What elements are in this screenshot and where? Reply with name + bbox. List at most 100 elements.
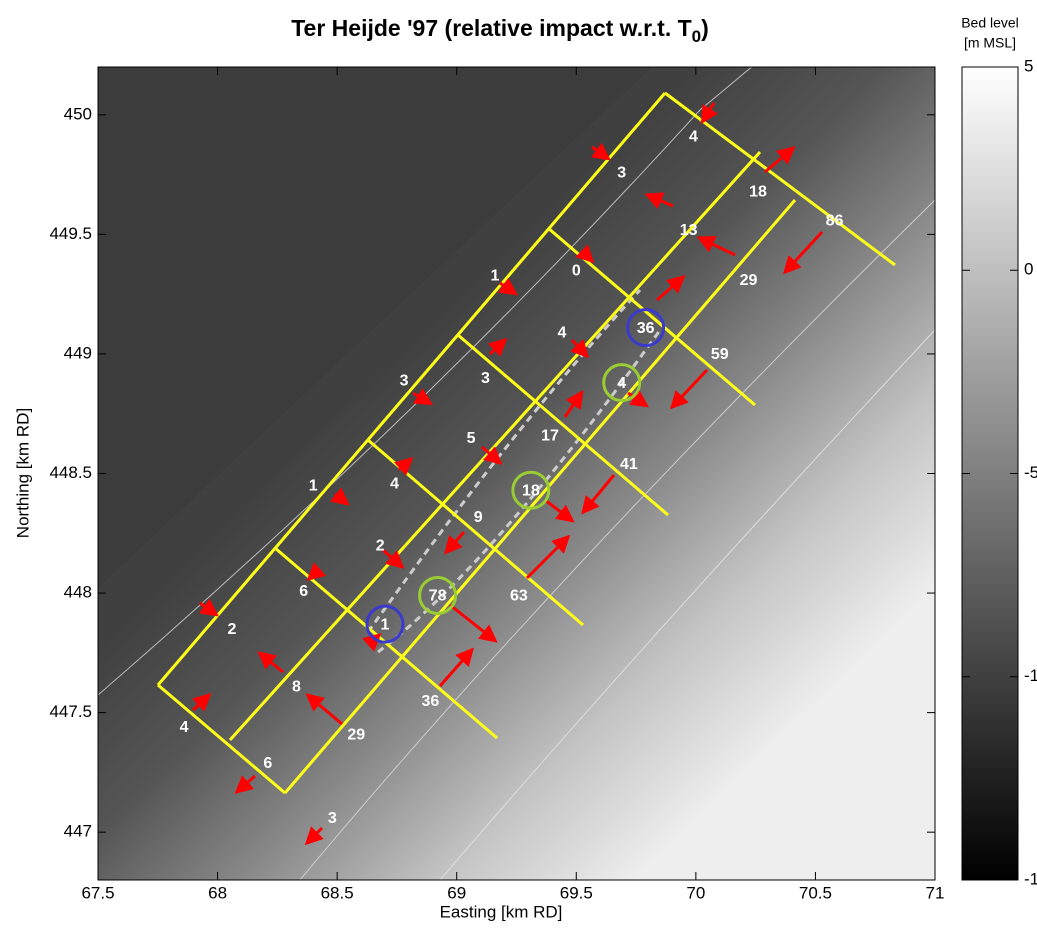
arrow bbox=[575, 244, 595, 264]
transport-arrows bbox=[191, 102, 824, 846]
arrow bbox=[591, 142, 611, 161]
arrow bbox=[581, 474, 616, 515]
impact-label: 3 bbox=[328, 810, 337, 827]
x-tick-label: 69.5 bbox=[560, 883, 593, 902]
colorbar-tick-label: 0 bbox=[1024, 260, 1033, 279]
arrow bbox=[412, 388, 434, 406]
bar-outline bbox=[366, 288, 642, 633]
arrow bbox=[563, 390, 584, 418]
contour bbox=[299, 199, 935, 880]
arrow bbox=[481, 445, 503, 465]
arrow bbox=[782, 230, 824, 275]
x-tick-label: 67.5 bbox=[81, 883, 114, 902]
impact-label: 36 bbox=[422, 693, 440, 710]
impact-label: 6 bbox=[263, 755, 272, 772]
impact-label: 4 bbox=[689, 129, 698, 146]
impact-label: 0 bbox=[572, 262, 581, 279]
colorbar-label: [m MSL] bbox=[964, 35, 1016, 51]
arrow bbox=[305, 693, 343, 726]
title-main: Ter Heijde '97 (relative impact w.r.t. T bbox=[291, 15, 691, 41]
impact-label: 9 bbox=[474, 509, 483, 526]
offshore-area bbox=[98, 67, 652, 588]
arrow bbox=[234, 774, 256, 794]
cell-line bbox=[156, 92, 667, 686]
arrow bbox=[700, 102, 718, 125]
arrow bbox=[199, 598, 219, 617]
arrow bbox=[525, 534, 571, 580]
x-tick-label: 69 bbox=[447, 883, 466, 902]
y-axis-label: Northing [km RD] bbox=[13, 408, 32, 538]
arrow bbox=[382, 548, 405, 569]
axes: 67.5 68 68.5 69 69.5 70 70.5 71447447.5448448.5… bbox=[49, 67, 944, 902]
colorbar-tick-label: -5 bbox=[1024, 463, 1037, 482]
highlight-circle bbox=[365, 604, 405, 644]
colorbar-ticks: -15 -10 -5 0 5 bbox=[962, 56, 1037, 888]
colorbar-tick-label: 5 bbox=[1024, 56, 1033, 75]
impact-label: 2 bbox=[227, 621, 236, 638]
arrow bbox=[257, 651, 284, 674]
impact-label: 4 bbox=[180, 719, 189, 736]
chart-title: Ter Heijde '97 (relative impact w.r.t. T… bbox=[291, 15, 709, 46]
impact-label: 13 bbox=[680, 222, 698, 239]
impact-label: 41 bbox=[620, 456, 638, 473]
impact-label: 3 bbox=[617, 164, 626, 181]
cell-line bbox=[228, 150, 762, 742]
highlight-circle bbox=[511, 470, 551, 510]
arrow bbox=[191, 692, 212, 712]
impact-label: 18 bbox=[522, 482, 540, 499]
highlight-circle bbox=[626, 308, 666, 348]
impact-label: 17 bbox=[541, 427, 559, 444]
y-tick-label: 448 bbox=[64, 583, 92, 602]
cell-line bbox=[157, 683, 286, 795]
impact-label: 2 bbox=[376, 537, 385, 554]
y-tick-label: 447 bbox=[64, 822, 92, 841]
arrow bbox=[394, 456, 414, 476]
cell-line bbox=[457, 333, 669, 517]
x-tick-label: 71 bbox=[926, 883, 945, 902]
arrow bbox=[627, 389, 649, 408]
impact-label: 59 bbox=[711, 346, 729, 363]
colorbar-tick-label: -10 bbox=[1024, 666, 1037, 685]
impact-label: 63 bbox=[510, 588, 528, 605]
cell-line bbox=[283, 199, 797, 794]
impact-label: 4 bbox=[557, 325, 566, 342]
impact-label: 5 bbox=[467, 430, 476, 447]
impact-label: 1 bbox=[309, 478, 318, 495]
impact-label: 3 bbox=[481, 370, 490, 387]
colorbar bbox=[961, 66, 1019, 881]
arrow bbox=[498, 277, 518, 296]
contour bbox=[98, 67, 753, 696]
highlight-circle bbox=[418, 575, 458, 615]
arrow bbox=[764, 146, 796, 174]
arrow bbox=[696, 236, 736, 257]
arrow bbox=[669, 368, 709, 410]
impact-label: 4 bbox=[390, 475, 399, 492]
x-tick-label: 70.5 bbox=[799, 883, 832, 902]
contour bbox=[439, 329, 935, 880]
arrow bbox=[330, 487, 350, 506]
y-tick-label: 448.5 bbox=[49, 463, 92, 482]
arrow bbox=[304, 826, 324, 846]
arrow bbox=[488, 337, 508, 357]
impact-label: 1 bbox=[491, 267, 500, 284]
impact-label: 4 bbox=[617, 375, 626, 392]
arrow bbox=[644, 192, 674, 210]
x-axis-label: Easting [km RD] bbox=[440, 902, 563, 921]
impact-label: 1 bbox=[381, 616, 390, 633]
y-tick-label: 449.5 bbox=[49, 224, 92, 243]
impact-label: 29 bbox=[740, 272, 758, 289]
y-tick-label: 447.5 bbox=[49, 702, 92, 721]
arrow bbox=[570, 338, 590, 359]
impact-label: 6 bbox=[299, 583, 308, 600]
y-tick-label: 450 bbox=[64, 104, 92, 123]
highlight-circle bbox=[602, 363, 642, 403]
impact-label: 3 bbox=[400, 372, 409, 389]
arrow bbox=[438, 647, 474, 687]
impact-label: 29 bbox=[347, 726, 365, 743]
title-subscript: 0 bbox=[692, 27, 701, 46]
y-tick-label: 449 bbox=[64, 343, 92, 362]
impact-label: 78 bbox=[429, 588, 447, 605]
arrow bbox=[449, 603, 498, 643]
